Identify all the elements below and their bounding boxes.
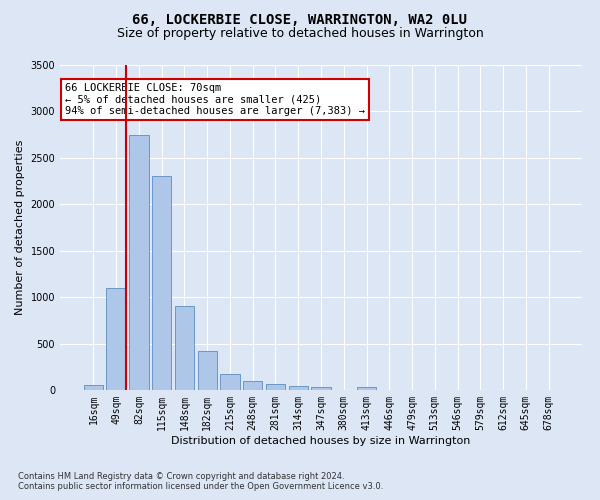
Text: 66 LOCKERBIE CLOSE: 70sqm
← 5% of detached houses are smaller (425)
94% of semi-: 66 LOCKERBIE CLOSE: 70sqm ← 5% of detach… [65,83,365,116]
Bar [175,306,194,390]
Bar [266,384,285,390]
X-axis label: Distribution of detached houses by size in Warrington: Distribution of detached houses by size … [172,436,470,446]
Text: Size of property relative to detached houses in Warrington: Size of property relative to detached ho… [116,28,484,40]
Bar [243,380,262,390]
Bar [220,374,239,390]
Bar [129,134,149,390]
Bar [106,288,126,390]
Text: 66, LOCKERBIE CLOSE, WARRINGTON, WA2 0LU: 66, LOCKERBIE CLOSE, WARRINGTON, WA2 0LU [133,12,467,26]
Bar [152,176,172,390]
Bar [197,351,217,390]
Y-axis label: Number of detached properties: Number of detached properties [15,140,25,315]
Bar [311,387,331,390]
Bar [357,387,376,390]
Text: Contains public sector information licensed under the Open Government Licence v3: Contains public sector information licen… [18,482,383,491]
Text: Contains HM Land Registry data © Crown copyright and database right 2024.: Contains HM Land Registry data © Crown c… [18,472,344,481]
Bar [289,386,308,390]
Bar [84,386,103,390]
